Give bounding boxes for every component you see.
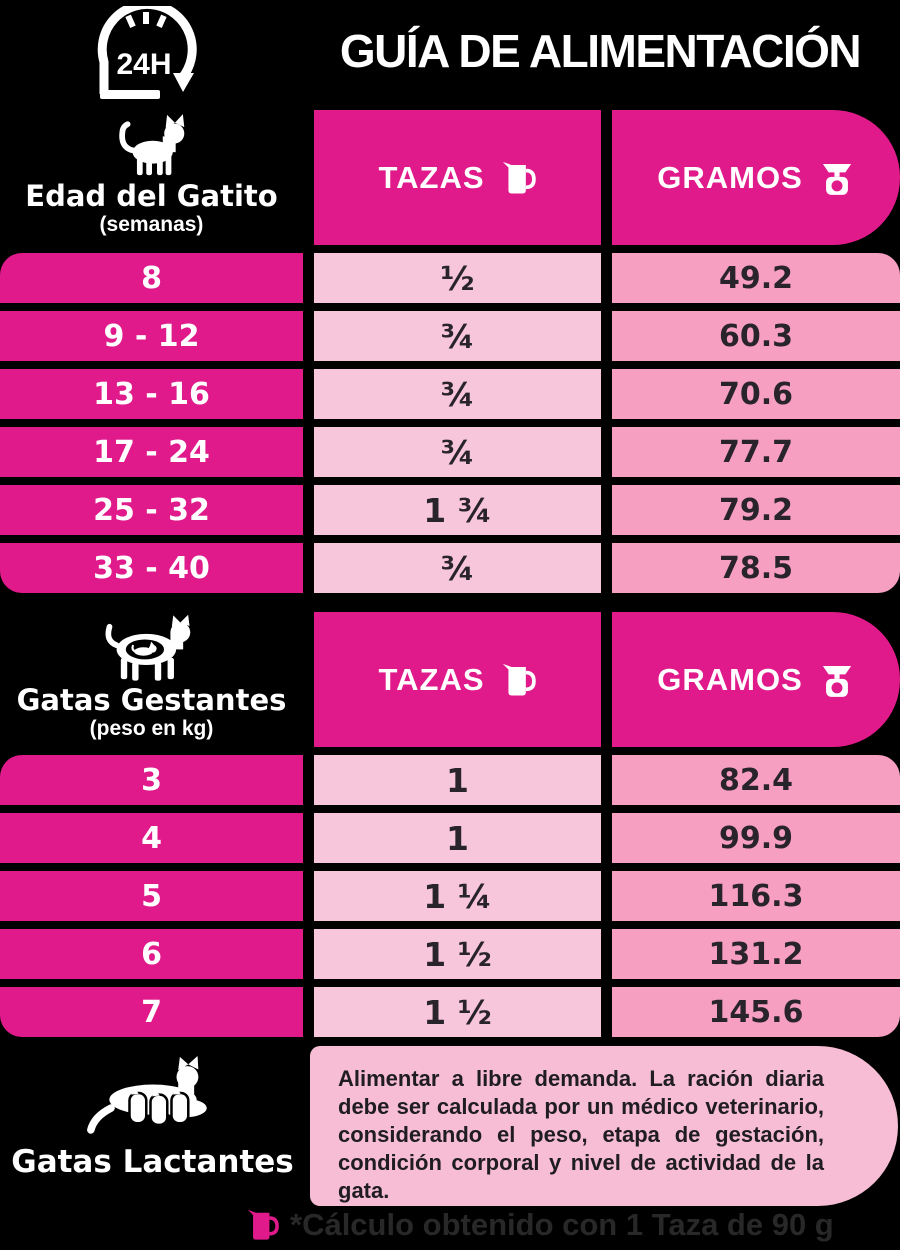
section-header-lactantes: Gatas Lactantes (0, 1056, 305, 1206)
measuring-cup-icon (501, 663, 537, 697)
scale-icon (819, 160, 855, 195)
section-subtitle: (semanas) (99, 213, 204, 236)
column-header-tazas: TAZAS (314, 110, 601, 245)
nursing-cat-icon (69, 1056, 237, 1140)
gramos-cell: 131.2 (612, 929, 900, 979)
gramos-cell: 78.5 (612, 543, 900, 593)
age-cell: 8 (0, 253, 303, 303)
tazas-cell: ¾ (314, 543, 601, 593)
age-cell: 33 - 40 (0, 543, 303, 593)
gramos-cell: 82.4 (612, 755, 900, 805)
column-header-tazas-label: TAZAS (378, 661, 485, 697)
weight-cell: 6 (0, 929, 303, 979)
weight-cell: 3 (0, 755, 303, 805)
gramos-cell: 79.2 (612, 485, 900, 535)
tazas-cell: ¾ (314, 369, 601, 419)
weight-cell: 4 (0, 813, 303, 863)
measuring-cup-icon (501, 161, 537, 195)
gramos-cell: 99.9 (612, 813, 900, 863)
page-title: GUÍA DE ALIMENTACIÓN (339, 25, 862, 77)
column-header-gramos: GRAMOS (612, 110, 900, 245)
column-header-gramos-label: GRAMOS (657, 159, 803, 195)
section-title: Gatas Gestantes (16, 683, 287, 717)
column-header-gramos: GRAMOS (612, 612, 900, 747)
age-cell: 25 - 32 (0, 485, 303, 535)
note-text: Alimentar a libre demanda. La ración dia… (338, 1066, 824, 1203)
tazas-cell: ½ (314, 253, 601, 303)
24h-clock-icon: 24H (86, 6, 206, 102)
gramos-cell: 145.6 (612, 987, 900, 1037)
age-cell: 9 - 12 (0, 311, 303, 361)
age-cell: 13 - 16 (0, 369, 303, 419)
section-title: Edad del Gatito (25, 179, 278, 213)
column-header-gramos-label: GRAMOS (657, 661, 803, 697)
tazas-cell: 1 (314, 813, 601, 863)
section-header-gestantes: Gatas Gestantes (peso en kg) (0, 612, 303, 747)
weight-cell: 5 (0, 871, 303, 921)
tazas-cell: 1 ¼ (314, 871, 601, 921)
footnote-text: *Cálculo obtenido con 1 Taza de 90 g (290, 1207, 834, 1242)
lactating-title: Gatas Lactantes (11, 1144, 294, 1180)
measuring-cup-icon (246, 1209, 280, 1241)
kitten-icon (100, 112, 204, 178)
gramos-cell: 60.3 (612, 311, 900, 361)
column-header-tazas-label: TAZAS (378, 159, 485, 195)
clock-label: 24H (116, 48, 171, 81)
kitten-feeding-table: Edad del Gatito (semanas) TAZAS GRAMOS (0, 110, 900, 593)
gramos-cell: 77.7 (612, 427, 900, 477)
age-cell: 17 - 24 (0, 427, 303, 477)
tazas-cell: ¾ (314, 311, 601, 361)
tazas-cell: 1 ½ (314, 929, 601, 979)
note-box: Alimentar a libre demanda. La ración dia… (310, 1046, 898, 1206)
tazas-cell: 1 ½ (314, 987, 601, 1037)
tazas-cell: ¾ (314, 427, 601, 477)
section-header-kitten: Edad del Gatito (semanas) (0, 110, 303, 245)
tazas-cell: 1 ¾ (314, 485, 601, 535)
gramos-cell: 49.2 (612, 253, 900, 303)
tazas-cell: 1 (314, 755, 601, 805)
footnote: *Cálculo obtenido con 1 Taza de 90 g (246, 1202, 900, 1248)
gestating-feeding-table: Gatas Gestantes (peso en kg) TAZAS GRAMO… (0, 612, 900, 1037)
section-subtitle: (peso en kg) (89, 717, 214, 740)
gramos-cell: 116.3 (612, 871, 900, 921)
gramos-cell: 70.6 (612, 369, 900, 419)
column-header-tazas: TAZAS (314, 612, 601, 747)
scale-icon (819, 662, 855, 697)
weight-cell: 7 (0, 987, 303, 1037)
pregnant-cat-icon (88, 614, 216, 682)
